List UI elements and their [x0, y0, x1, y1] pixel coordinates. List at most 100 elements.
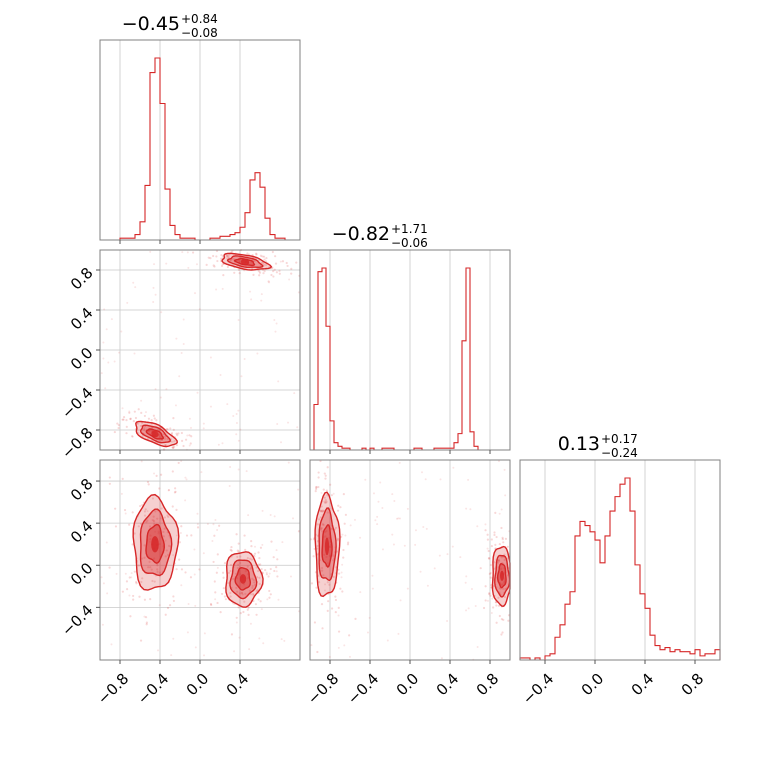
- scatter-point: [283, 639, 286, 642]
- xtick-label: 0.4: [628, 670, 658, 700]
- scatter-point: [490, 612, 493, 615]
- scatter-point: [503, 580, 506, 584]
- scatter-point: [349, 524, 352, 527]
- scatter-point: [152, 515, 155, 518]
- scatter-point: [259, 600, 262, 603]
- scatter-point: [268, 281, 271, 284]
- scatter-point: [316, 544, 319, 548]
- scatter-point: [171, 446, 175, 449]
- scatter-point: [182, 318, 185, 321]
- scatter-point: [372, 492, 375, 495]
- scatter-point: [249, 567, 252, 570]
- scatter-point: [153, 580, 156, 583]
- scatter-point: [504, 494, 507, 497]
- scatter-point: [189, 576, 193, 579]
- scatter-point: [501, 536, 504, 539]
- scatter-point: [180, 525, 183, 528]
- scatter-point: [260, 299, 263, 302]
- scatter-point: [180, 431, 183, 435]
- scatter-point: [321, 510, 324, 513]
- scatter-point: [280, 638, 283, 641]
- scatter-point: [364, 478, 367, 481]
- scatter-point: [501, 582, 504, 586]
- scatter-point: [166, 514, 169, 517]
- scatter-point: [278, 269, 281, 272]
- scatter-point: [489, 571, 492, 575]
- scatter-point: [146, 480, 150, 484]
- scatter-point: [233, 271, 236, 274]
- scatter-point: [337, 504, 340, 507]
- scatter-point: [139, 424, 142, 428]
- scatter-point: [293, 392, 296, 395]
- scatter-point: [125, 419, 128, 422]
- scatter-point: [148, 525, 152, 528]
- scatter-point: [247, 613, 250, 616]
- scatter-point: [257, 598, 260, 601]
- scatter-point: [249, 557, 252, 560]
- scatter-point: [150, 568, 153, 571]
- scatter-point: [172, 637, 175, 640]
- scatter-point: [122, 418, 125, 421]
- ytick-label: −0.4: [58, 601, 96, 639]
- scatter-point: [225, 255, 229, 258]
- scatter-point: [320, 527, 323, 530]
- scatter-point: [340, 576, 343, 579]
- scatter-point: [506, 545, 509, 548]
- contour-peak: [500, 570, 504, 581]
- scatter-point: [133, 570, 136, 573]
- panel-title-value: −0.45: [122, 13, 180, 35]
- scatter-point: [376, 523, 379, 526]
- scatter-point: [321, 530, 324, 533]
- scatter-point: [328, 536, 331, 539]
- scatter-point: [336, 509, 340, 512]
- scatter-point: [465, 575, 468, 578]
- scatter-point: [137, 525, 140, 528]
- scatter-point: [151, 518, 154, 521]
- scatter-point: [277, 380, 280, 383]
- scatter-point: [129, 417, 132, 421]
- scatter-point: [118, 351, 121, 354]
- scatter-point: [150, 419, 153, 422]
- scatter-point: [316, 553, 319, 556]
- scatter-point: [281, 260, 285, 263]
- scatter-point: [497, 596, 500, 599]
- scatter-point: [166, 428, 169, 431]
- scatter-point: [486, 599, 489, 602]
- scatter-point: [338, 572, 341, 575]
- scatter-point: [258, 557, 261, 560]
- scatter-point: [265, 573, 268, 576]
- scatter-point: [232, 414, 235, 417]
- scatter-point: [494, 511, 497, 514]
- scatter-point: [128, 523, 131, 526]
- scatter-point: [147, 566, 150, 569]
- scatter-point: [252, 579, 255, 582]
- scatter-point: [246, 252, 249, 255]
- scatter-point: [290, 272, 293, 275]
- scatter-point: [332, 575, 335, 578]
- scatter-point: [184, 571, 187, 574]
- scatter-point: [145, 623, 148, 626]
- scatter-point: [334, 595, 337, 598]
- scatter-point: [230, 545, 233, 549]
- scatter-point: [188, 444, 191, 447]
- scatter-point: [371, 574, 374, 577]
- scatter-point: [279, 260, 282, 263]
- scatter-point: [242, 610, 245, 614]
- scatter-point: [160, 507, 163, 510]
- scatter-point: [507, 619, 510, 622]
- scatter-point: [235, 621, 238, 624]
- scatter-point: [328, 554, 331, 558]
- scatter-point: [160, 473, 163, 476]
- scatter-point: [322, 523, 325, 526]
- scatter-point: [348, 655, 351, 658]
- scatter-point: [153, 472, 156, 475]
- scatter-point: [343, 644, 346, 647]
- scatter-point: [321, 523, 324, 526]
- scatter-point: [154, 530, 157, 533]
- scatter-point: [470, 588, 473, 591]
- scatter-point: [490, 544, 493, 548]
- scatter-point: [178, 375, 181, 378]
- scatter-point: [144, 508, 147, 511]
- scatter-point: [216, 259, 219, 263]
- scatter-point: [262, 642, 265, 645]
